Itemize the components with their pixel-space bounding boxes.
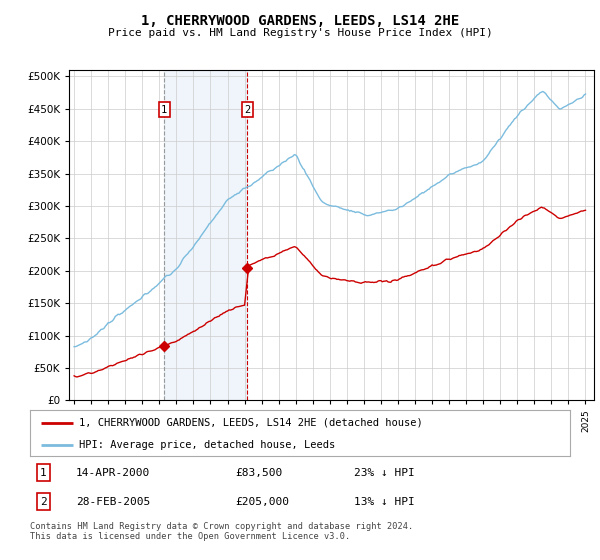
- Text: Price paid vs. HM Land Registry's House Price Index (HPI): Price paid vs. HM Land Registry's House …: [107, 28, 493, 38]
- Text: £83,500: £83,500: [235, 468, 283, 478]
- Text: 2: 2: [40, 497, 47, 507]
- Text: 1, CHERRYWOOD GARDENS, LEEDS, LS14 2HE: 1, CHERRYWOOD GARDENS, LEEDS, LS14 2HE: [141, 14, 459, 28]
- Text: 2: 2: [244, 105, 250, 115]
- Bar: [164, 70, 247, 400]
- Text: Contains HM Land Registry data © Crown copyright and database right 2024.
This d: Contains HM Land Registry data © Crown c…: [30, 522, 413, 542]
- Text: 1: 1: [40, 468, 47, 478]
- Text: 28-FEB-2005: 28-FEB-2005: [76, 497, 150, 507]
- Text: 14-APR-2000: 14-APR-2000: [76, 468, 150, 478]
- Text: 13% ↓ HPI: 13% ↓ HPI: [354, 497, 415, 507]
- Text: 1, CHERRYWOOD GARDENS, LEEDS, LS14 2HE (detached house): 1, CHERRYWOOD GARDENS, LEEDS, LS14 2HE (…: [79, 418, 422, 428]
- Text: £205,000: £205,000: [235, 497, 289, 507]
- Text: HPI: Average price, detached house, Leeds: HPI: Average price, detached house, Leed…: [79, 440, 335, 450]
- Text: 1: 1: [161, 105, 167, 115]
- Text: 23% ↓ HPI: 23% ↓ HPI: [354, 468, 415, 478]
